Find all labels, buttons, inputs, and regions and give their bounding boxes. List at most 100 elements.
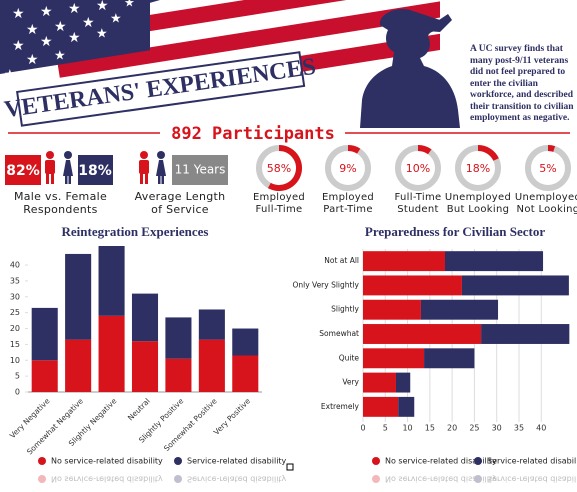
y-tick-label: Very <box>342 378 359 387</box>
service-caption: Average Length of Service <box>134 190 226 216</box>
bar-segment <box>131 341 159 392</box>
donut-arc <box>547 145 556 152</box>
service-box <box>172 155 228 185</box>
y-tick-label: Not at All <box>324 256 359 265</box>
y-tick-label: 5 <box>15 372 20 381</box>
bar-segment <box>165 358 192 392</box>
donut-value: 10% <box>406 162 430 175</box>
x-tick-label: 25 <box>469 424 479 433</box>
svg-text:★: ★ <box>54 19 67 35</box>
bar-segment <box>363 275 462 296</box>
svg-text:★: ★ <box>110 12 122 27</box>
female-icon <box>63 151 73 184</box>
chart-title: Preparedness for Civilian Sector <box>365 224 545 239</box>
bar-segment <box>363 299 421 320</box>
legend-label: Service-related disability <box>187 475 287 484</box>
legend-reflection: No service-related disability Service-rel… <box>38 475 287 484</box>
bar-segment <box>198 339 225 392</box>
x-tick-label: 35 <box>514 424 524 433</box>
bar-segment <box>398 396 415 417</box>
bar-segment <box>232 355 259 392</box>
x-tick-label: 0 <box>360 424 365 433</box>
legend-swatch <box>174 475 182 483</box>
legend-label: Service-related disability <box>487 475 577 484</box>
donut-arc <box>267 145 302 191</box>
bar-segment <box>98 315 125 392</box>
x-tick-label: Somewhat Negative <box>25 396 85 456</box>
female-percent: 18% <box>78 163 112 179</box>
svg-text:★: ★ <box>12 6 25 22</box>
bar-segment <box>424 348 475 369</box>
legend-swatch <box>474 457 482 465</box>
bar-segment <box>232 328 259 356</box>
bar-segment <box>363 324 482 344</box>
bar-segment <box>31 307 58 361</box>
female-box <box>78 155 113 185</box>
donut-caption: Employed Full-Time <box>252 192 306 215</box>
y-tick-label: 35 <box>10 276 20 285</box>
donut-arc <box>347 145 361 154</box>
legend-reflection: No service-related disabilityService-rel… <box>372 475 577 484</box>
bar-segment <box>65 253 92 340</box>
legend-swatch <box>474 475 482 483</box>
legend-swatch <box>372 457 380 465</box>
x-tick-label: Neutral <box>126 396 152 422</box>
flag-banner: ★ ★ ★ ★ ★ ★ ★ ★ ★ ★ ★ ★ ★ ★ ★★ VETERANS' EXPERIENCE… <box>0 0 577 128</box>
x-tick-label: 15 <box>425 424 435 433</box>
bar-segment <box>445 251 544 272</box>
legend-label: No service-related disability <box>51 457 163 466</box>
svg-text:★: ★ <box>124 0 135 10</box>
y-tick-label: 40 <box>10 261 20 270</box>
donut-arc <box>477 145 499 161</box>
male-percent: 82% <box>6 163 40 179</box>
x-tick-label: 40 <box>536 424 546 433</box>
y-tick-label: Extremely <box>321 402 360 411</box>
x-tick-label: 20 <box>447 424 457 433</box>
summary: A UC survey finds that many post-9/11 ve… <box>470 44 574 123</box>
bar-segment <box>165 317 192 359</box>
y-tick-label: 20 <box>10 324 20 333</box>
donut-value: 18% <box>466 162 490 175</box>
bar-segment <box>131 293 159 342</box>
y-tick-label: 25 <box>10 308 20 317</box>
svg-text:★: ★ <box>68 30 81 46</box>
bar-segment <box>65 339 92 392</box>
donut-caption: Employed Part-Time <box>321 192 375 215</box>
bar-segment <box>31 360 58 392</box>
donut-caption: Unemployed Not Looking <box>514 192 577 215</box>
x-tick-label: 30 <box>492 424 502 433</box>
bar-segment <box>420 299 499 320</box>
participants: 892 Participants <box>171 124 335 144</box>
donut-caption: Unemployed But Looking <box>444 192 512 215</box>
x-tick-label: 10 <box>402 424 412 433</box>
bar-segment <box>363 348 425 369</box>
y-tick-label: Only Very Slightly <box>292 280 359 289</box>
bar-segment <box>461 275 569 296</box>
bar-segment <box>395 372 411 393</box>
y-tick-label: Slightly <box>331 305 359 314</box>
bar-segment <box>363 396 399 417</box>
gender-caption: Male vs. Female Respondents <box>13 190 108 216</box>
svg-text:★: ★ <box>26 22 39 38</box>
legend-label: No service-related disability <box>385 475 497 484</box>
donut-value: 5% <box>539 162 556 175</box>
donut-caption: Full-Time Student <box>394 192 442 215</box>
svg-text:★: ★ <box>82 15 95 31</box>
svg-text:★: ★ <box>40 4 53 20</box>
y-tick-label: Somewhat <box>319 329 359 338</box>
y-tick-label: Quite <box>339 353 360 362</box>
svg-text:★: ★ <box>4 68 16 83</box>
bar-segment <box>198 309 225 340</box>
x-tick-label: 5 <box>383 424 388 433</box>
legend-label: No service-related disability <box>385 457 497 466</box>
y-tick-label: 10 <box>10 356 20 365</box>
y-tick-label: 0 <box>15 388 20 397</box>
donut-arc <box>417 145 432 155</box>
male-box <box>5 155 41 185</box>
legend-label: Service-related disability <box>187 457 287 466</box>
y-tick-label: 15 <box>10 340 20 349</box>
legend-swatch <box>372 475 380 483</box>
legend-label: No service-related disability <box>51 475 163 484</box>
